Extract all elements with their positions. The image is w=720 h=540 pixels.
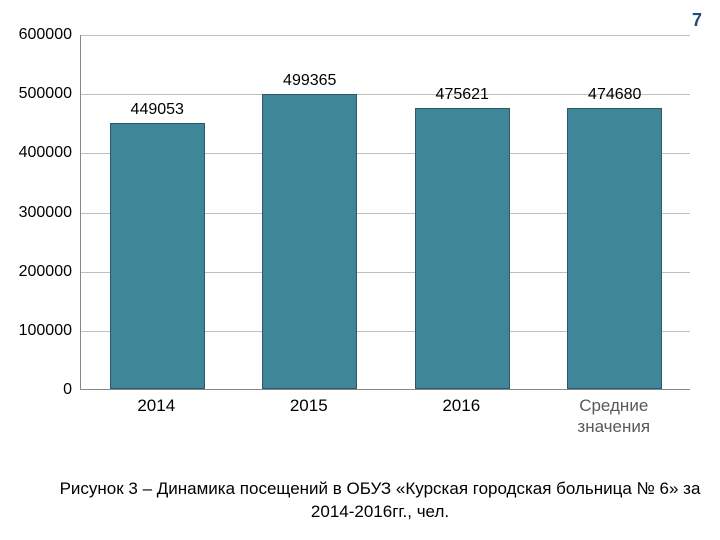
- y-tick-label: 600000: [10, 26, 72, 44]
- bar-value-label: 474680: [555, 86, 675, 104]
- bar: [262, 94, 357, 389]
- bar: [110, 123, 205, 389]
- y-tick-label: 300000: [10, 204, 72, 222]
- bar-value-label: 475621: [402, 86, 522, 104]
- figure-caption: Рисунок 3 – Динамика посещений в ОБУЗ «К…: [50, 478, 710, 524]
- y-tick-label: 500000: [10, 85, 72, 103]
- x-tick-label: Средние значения: [544, 395, 684, 438]
- visits-bar-chart: 0100000200000300000400000500000600000 44…: [10, 30, 710, 450]
- y-tick-label: 200000: [10, 263, 72, 281]
- bar: [415, 108, 510, 389]
- y-tick-label: 0: [10, 381, 72, 399]
- page-number: 7: [692, 10, 702, 31]
- x-tick-label: 2015: [239, 395, 379, 416]
- y-tick-label: 400000: [10, 144, 72, 162]
- bar: [567, 108, 662, 389]
- y-tick-label: 100000: [10, 322, 72, 340]
- bar-value-label: 499365: [250, 72, 370, 90]
- plot-area: 449053 499365 475621 474680: [80, 35, 690, 390]
- bar-value-label: 449053: [97, 101, 217, 119]
- x-tick-label: 2016: [391, 395, 531, 416]
- x-tick-label: 2014: [86, 395, 226, 416]
